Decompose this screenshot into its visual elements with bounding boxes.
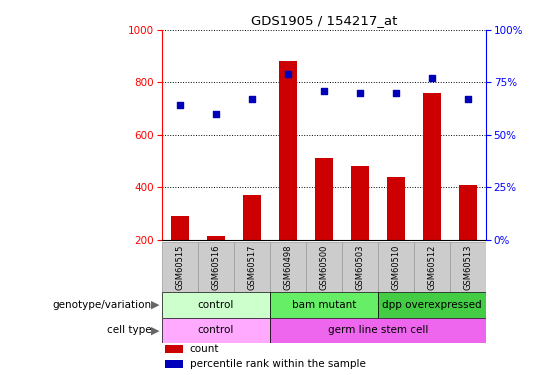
Text: genotype/variation: genotype/variation bbox=[52, 300, 151, 310]
Text: GSM60515: GSM60515 bbox=[176, 244, 185, 290]
Bar bbox=[171, 216, 189, 240]
Bar bbox=[198, 242, 234, 292]
Bar bbox=[423, 93, 441, 240]
Bar bbox=[414, 242, 450, 292]
Text: GSM60517: GSM60517 bbox=[247, 244, 256, 290]
Text: GSM60498: GSM60498 bbox=[284, 244, 293, 290]
Title: GDS1905 / 154217_at: GDS1905 / 154217_at bbox=[251, 15, 397, 27]
Text: dpp overexpressed: dpp overexpressed bbox=[382, 300, 482, 310]
Bar bbox=[243, 195, 261, 240]
Bar bbox=[306, 242, 342, 292]
Point bbox=[464, 96, 472, 102]
Bar bbox=[162, 242, 198, 292]
Text: ▶: ▶ bbox=[151, 300, 159, 310]
Point bbox=[284, 71, 292, 77]
Point bbox=[428, 75, 436, 81]
Point bbox=[248, 96, 256, 102]
Bar bbox=[270, 318, 486, 343]
Bar bbox=[162, 318, 270, 343]
Point bbox=[356, 90, 364, 96]
Text: germ line stem cell: germ line stem cell bbox=[328, 326, 428, 335]
Text: percentile rank within the sample: percentile rank within the sample bbox=[190, 359, 366, 369]
Point bbox=[212, 111, 220, 117]
Text: bam mutant: bam mutant bbox=[292, 300, 356, 310]
Text: ▶: ▶ bbox=[151, 326, 159, 335]
Bar bbox=[342, 242, 378, 292]
Bar bbox=[315, 158, 333, 240]
Bar bbox=[270, 242, 306, 292]
Text: GSM60503: GSM60503 bbox=[355, 244, 364, 290]
Bar bbox=[459, 184, 477, 240]
Point bbox=[176, 102, 184, 108]
Bar bbox=[270, 292, 378, 318]
Text: GSM60510: GSM60510 bbox=[392, 244, 401, 290]
Bar bbox=[165, 345, 183, 353]
Bar bbox=[279, 62, 297, 240]
Text: control: control bbox=[198, 326, 234, 335]
Bar bbox=[378, 292, 486, 318]
Text: GSM60512: GSM60512 bbox=[428, 244, 436, 290]
Text: GSM60513: GSM60513 bbox=[463, 244, 472, 290]
Point bbox=[392, 90, 400, 96]
Bar bbox=[378, 242, 414, 292]
Bar bbox=[351, 166, 369, 240]
Text: control: control bbox=[198, 300, 234, 310]
Bar bbox=[234, 242, 270, 292]
Bar bbox=[162, 292, 270, 318]
Bar bbox=[450, 242, 486, 292]
Text: count: count bbox=[190, 344, 219, 354]
Text: cell type: cell type bbox=[106, 326, 151, 335]
Bar bbox=[387, 177, 405, 240]
Text: GSM60516: GSM60516 bbox=[212, 244, 220, 290]
Bar bbox=[165, 360, 183, 368]
Point bbox=[320, 88, 328, 94]
Bar bbox=[207, 236, 225, 240]
Text: GSM60500: GSM60500 bbox=[320, 244, 328, 290]
